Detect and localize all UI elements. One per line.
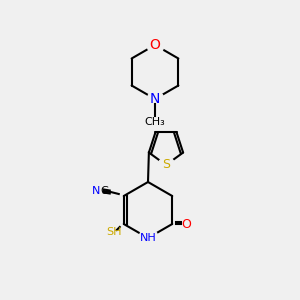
Text: C: C [100, 186, 108, 196]
Text: O: O [150, 38, 160, 52]
Text: S: S [162, 158, 170, 172]
Text: CH₃: CH₃ [145, 117, 165, 127]
Text: O: O [181, 218, 191, 230]
Text: N: N [92, 186, 100, 196]
Text: NH: NH [140, 233, 156, 243]
Text: SH: SH [106, 227, 122, 237]
Text: N: N [150, 92, 160, 106]
